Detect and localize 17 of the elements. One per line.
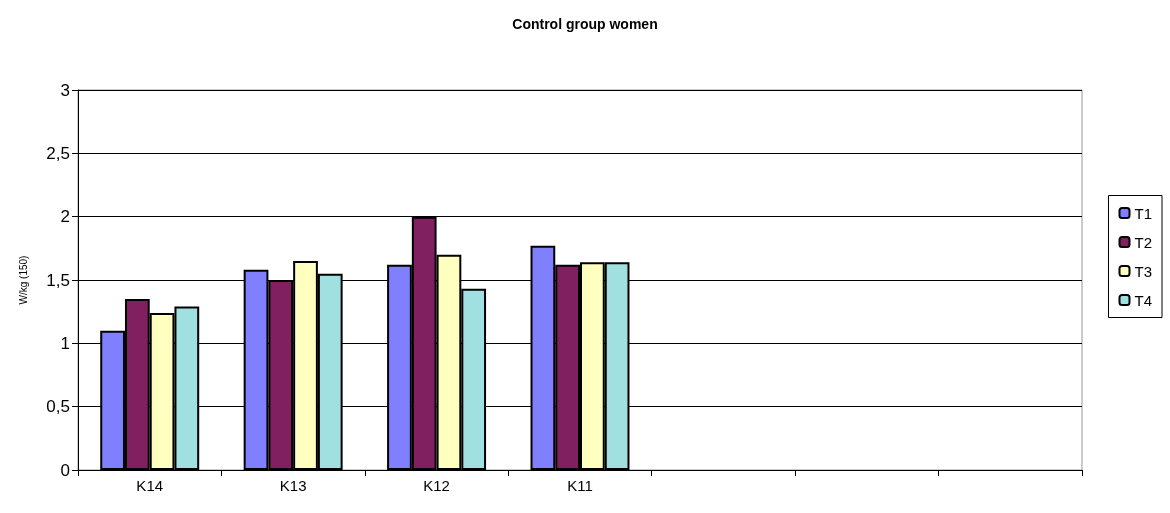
legend-label: T1 xyxy=(1134,204,1153,222)
x-tick-label: K11 xyxy=(567,477,593,494)
legend-label: T4 xyxy=(1134,291,1153,309)
y-tick-label: 1,5 xyxy=(46,270,70,290)
chart-title: Control group women xyxy=(512,16,658,32)
y-tick-label: 2 xyxy=(60,207,70,227)
x-tick-label: K13 xyxy=(279,477,307,494)
y-tick-label: 1 xyxy=(60,333,70,353)
y-tick-label: 2,5 xyxy=(46,143,70,163)
x-tick-label: K14 xyxy=(136,477,164,494)
legend-label: T2 xyxy=(1134,233,1153,251)
legend-label: T3 xyxy=(1134,262,1153,280)
y-tick-label: 0 xyxy=(60,460,70,480)
y-axis-title: W/kg (150) xyxy=(17,255,29,305)
x-tick-label: K12 xyxy=(423,477,450,494)
y-tick-label: 3 xyxy=(60,80,70,100)
y-tick-label: 0,5 xyxy=(46,397,70,417)
